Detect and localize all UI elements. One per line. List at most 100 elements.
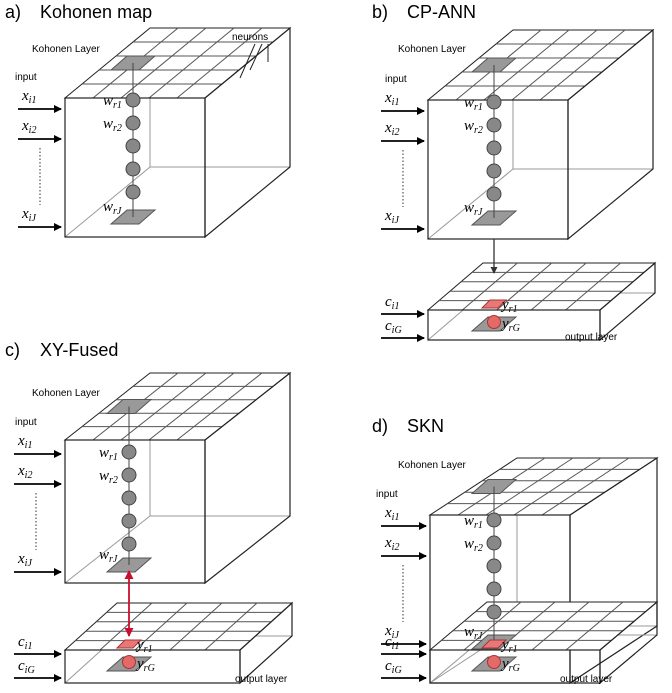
neuron bbox=[126, 185, 140, 199]
output-neuron bbox=[123, 656, 136, 669]
neuron bbox=[487, 536, 501, 550]
output-var-sub: iG bbox=[392, 665, 402, 676]
weight-label-sub: r1 bbox=[109, 452, 118, 463]
output-var-sub: i1 bbox=[25, 641, 33, 652]
output-weight-base: y bbox=[500, 637, 509, 653]
output-weight-base: y bbox=[500, 297, 509, 313]
input-var-sub: i2 bbox=[25, 470, 33, 481]
box-top bbox=[65, 373, 290, 440]
input-var: xiJ bbox=[21, 206, 36, 224]
layer-label: Kohonen Layer bbox=[32, 388, 101, 399]
input-var-sub: iJ bbox=[29, 213, 37, 224]
output-neuron bbox=[488, 656, 501, 669]
output-label: output layer bbox=[565, 332, 618, 343]
neuron bbox=[487, 187, 501, 201]
weight-label-sub: rJ bbox=[474, 631, 483, 642]
input-var-sub: iJ bbox=[25, 558, 33, 569]
box-top bbox=[428, 30, 653, 100]
weight-label-base: w bbox=[103, 199, 113, 215]
output-var-sub: i1 bbox=[392, 641, 400, 652]
weight-label: wr2 bbox=[99, 468, 118, 486]
output-var-sub: iG bbox=[25, 665, 35, 676]
input-var-sub: i1 bbox=[29, 95, 37, 106]
neuron bbox=[487, 141, 501, 155]
input-var: xi1 bbox=[21, 88, 36, 106]
layer-label: Kohonen Layer bbox=[32, 44, 101, 55]
weight-label-sub: r2 bbox=[474, 543, 483, 554]
neuron bbox=[122, 537, 136, 551]
weight-label-sub: r2 bbox=[113, 123, 122, 134]
neuron bbox=[487, 95, 501, 109]
panel-label: d) bbox=[372, 416, 388, 436]
panel-title: XY-Fused bbox=[40, 340, 118, 360]
input-label: input bbox=[15, 417, 37, 428]
neuron bbox=[487, 164, 501, 178]
neuron bbox=[487, 559, 501, 573]
neuron bbox=[122, 468, 136, 482]
neuron bbox=[126, 162, 140, 176]
weight-label: wr1 bbox=[464, 513, 483, 531]
output-weight-base: y bbox=[135, 656, 144, 672]
weight-label-sub: r1 bbox=[474, 520, 483, 531]
weight-label-sub: r1 bbox=[474, 102, 483, 113]
weight-label-base: w bbox=[99, 547, 109, 563]
weight-label: wrJ bbox=[464, 200, 483, 218]
output-var-sub: iG bbox=[392, 325, 402, 336]
output-weight-sub: rG bbox=[509, 663, 520, 674]
weight-label-base: w bbox=[103, 93, 113, 109]
weight-label-base: w bbox=[464, 200, 474, 216]
weight-label: wr2 bbox=[464, 536, 483, 554]
weight-label-base: w bbox=[464, 624, 474, 640]
output-var: ciG bbox=[385, 658, 402, 676]
weight-label-base: w bbox=[464, 95, 474, 111]
weight-label-sub: r2 bbox=[474, 125, 483, 136]
weight-label: wr1 bbox=[99, 445, 118, 463]
panel-title: Kohonen map bbox=[40, 2, 152, 22]
neuron bbox=[126, 93, 140, 107]
neuron bbox=[126, 116, 140, 130]
output-var: ci1 bbox=[385, 294, 399, 312]
weight-label-sub: rJ bbox=[109, 554, 118, 565]
input-label: input bbox=[385, 74, 407, 85]
input-var-sub: i2 bbox=[392, 542, 400, 553]
weight-label: wr2 bbox=[103, 116, 122, 134]
output-neuron bbox=[488, 316, 501, 329]
input-var: xi2 bbox=[384, 120, 399, 138]
input-var: xi2 bbox=[384, 535, 399, 553]
neuron bbox=[122, 445, 136, 459]
output-weight-base: y bbox=[500, 656, 509, 672]
output-weight-sub: rG bbox=[509, 323, 520, 334]
input-var: xiJ bbox=[17, 551, 32, 569]
panel-title: SKN bbox=[407, 416, 444, 436]
weight-label-base: w bbox=[103, 116, 113, 132]
input-var: xiJ bbox=[384, 208, 399, 226]
output-weight-sub: r1 bbox=[509, 644, 518, 655]
weight-label-base: w bbox=[464, 536, 474, 552]
output-var-sub: i1 bbox=[392, 301, 400, 312]
input-var: xi2 bbox=[17, 463, 32, 481]
output-weight-base: y bbox=[135, 637, 144, 653]
output-label: output layer bbox=[560, 674, 613, 685]
input-label: input bbox=[15, 72, 37, 83]
neuron bbox=[487, 582, 501, 596]
input-var: xi1 bbox=[384, 90, 399, 108]
panel-label: c) bbox=[5, 340, 20, 360]
box-top bbox=[428, 263, 655, 310]
input-var: xi1 bbox=[17, 433, 32, 451]
weight-label-base: w bbox=[99, 445, 109, 461]
input-var-sub: i2 bbox=[29, 125, 37, 136]
weight-label-sub: r2 bbox=[109, 475, 118, 486]
output-label: output layer bbox=[235, 674, 288, 685]
layer-label: Kohonen Layer bbox=[398, 460, 467, 471]
panel-label: a) bbox=[5, 2, 21, 22]
input-var: xi1 bbox=[384, 505, 399, 523]
neuron bbox=[487, 513, 501, 527]
weight-label-base: w bbox=[464, 513, 474, 529]
input-var-sub: i2 bbox=[392, 127, 400, 138]
output-weight-sub: r1 bbox=[509, 304, 518, 315]
panel-label: b) bbox=[372, 2, 388, 22]
input-var: xi2 bbox=[21, 118, 36, 136]
input-var-sub: i1 bbox=[392, 512, 400, 523]
diagram: a)Kohonen mapKohonen Layerneuronswr1wr2w… bbox=[0, 0, 672, 693]
neuron bbox=[122, 491, 136, 505]
